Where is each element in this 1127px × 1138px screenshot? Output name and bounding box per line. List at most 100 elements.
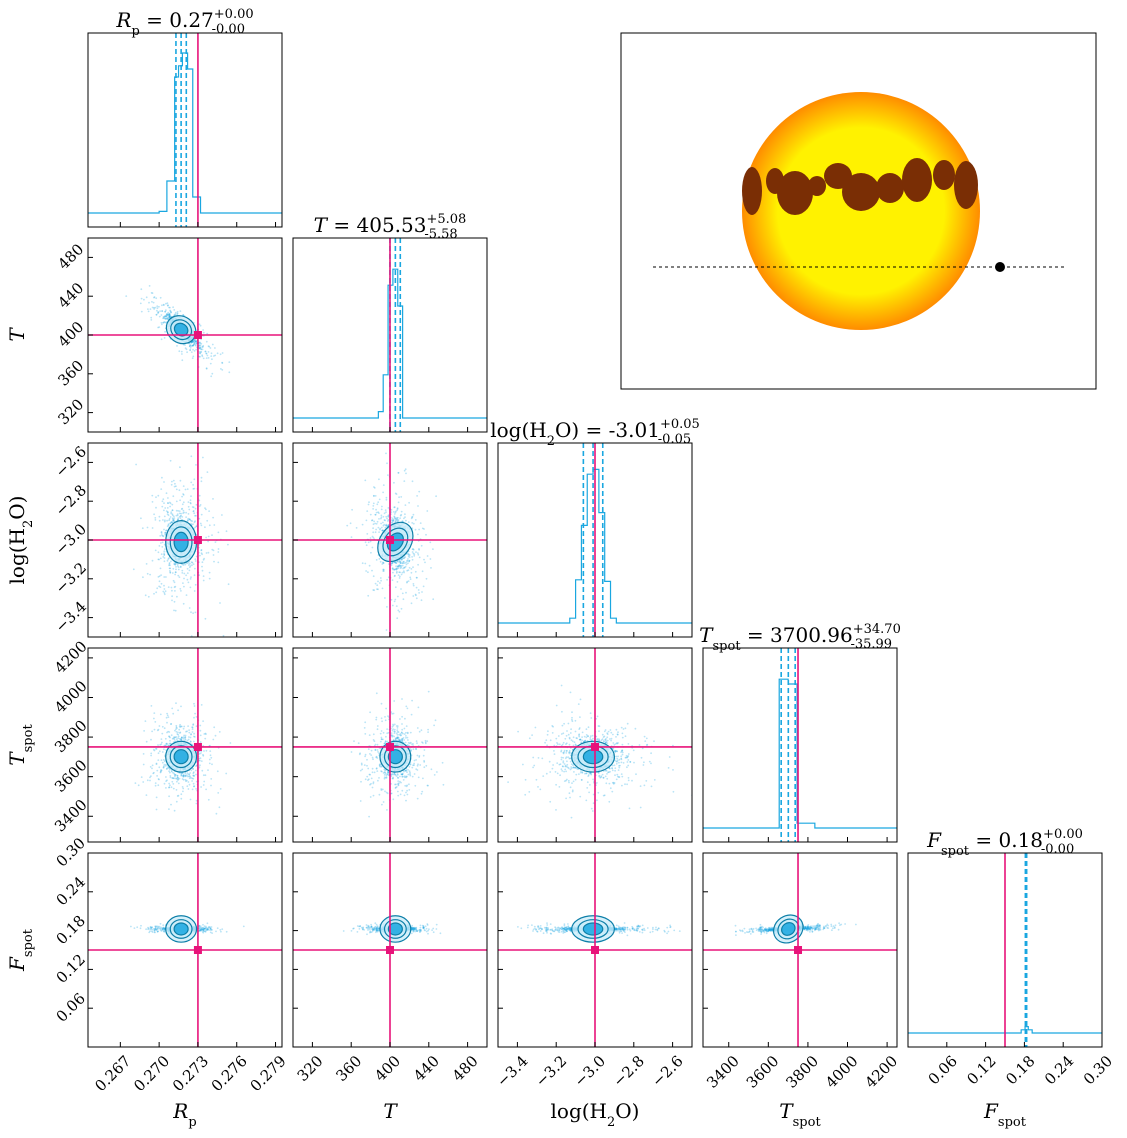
posterior-sample xyxy=(195,770,197,772)
panel-content xyxy=(88,648,282,842)
truth-marker xyxy=(194,743,202,751)
posterior-sample xyxy=(152,501,154,503)
posterior-sample xyxy=(174,775,176,777)
posterior-sample xyxy=(146,794,148,796)
posterior-sample xyxy=(427,731,429,733)
posterior-sample xyxy=(404,516,406,518)
posterior-sample xyxy=(370,541,372,543)
posterior-sample xyxy=(172,772,174,774)
posterior-sample xyxy=(170,723,172,725)
posterior-sample xyxy=(176,510,178,512)
posterior-sample xyxy=(190,611,192,613)
posterior-sample xyxy=(405,504,407,506)
posterior-sample xyxy=(400,496,402,498)
posterior-sample xyxy=(226,530,228,532)
posterior-sample xyxy=(192,356,194,358)
posterior-sample xyxy=(398,785,400,787)
posterior-sample xyxy=(168,731,170,733)
posterior-sample xyxy=(140,303,142,305)
posterior-sample xyxy=(166,722,168,724)
posterior-sample xyxy=(164,532,166,534)
posterior-sample xyxy=(403,557,405,559)
posterior-sample xyxy=(425,534,427,536)
posterior-sample xyxy=(192,731,194,733)
posterior-sample xyxy=(163,550,165,552)
posterior-sample xyxy=(383,516,385,518)
posterior-sample xyxy=(402,520,404,522)
posterior-sample xyxy=(206,357,208,359)
posterior-sample xyxy=(166,529,168,531)
posterior-sample xyxy=(169,784,171,786)
posterior-sample xyxy=(202,755,204,757)
posterior-sample xyxy=(177,575,179,577)
y-tick-label: −3.2 xyxy=(52,559,90,597)
posterior-sample xyxy=(373,575,375,577)
posterior-sample xyxy=(148,302,150,304)
posterior-sample xyxy=(169,502,171,504)
posterior-sample xyxy=(179,588,181,590)
posterior-sample xyxy=(164,557,166,559)
posterior-sample xyxy=(430,567,432,569)
posterior-sample xyxy=(179,724,181,726)
posterior-sample xyxy=(219,806,221,808)
posterior-sample xyxy=(208,510,210,512)
posterior-sample xyxy=(183,603,185,605)
posterior-sample xyxy=(179,466,181,468)
posterior-sample xyxy=(147,527,149,529)
posterior-sample xyxy=(155,785,157,787)
posterior-sample xyxy=(373,521,375,523)
posterior-sample xyxy=(382,492,384,494)
posterior-sample xyxy=(372,531,374,533)
posterior-sample xyxy=(167,507,169,509)
posterior-sample xyxy=(192,357,194,359)
posterior-sample xyxy=(168,783,170,785)
posterior-sample xyxy=(222,352,224,354)
posterior-sample xyxy=(189,607,191,609)
posterior-sample xyxy=(185,775,187,777)
posterior-sample xyxy=(203,733,205,735)
posterior-sample xyxy=(395,565,397,567)
posterior-sample xyxy=(346,525,348,527)
posterior-sample xyxy=(166,713,168,715)
posterior-sample xyxy=(378,531,380,533)
posterior-sample xyxy=(152,765,154,767)
posterior-sample xyxy=(169,568,171,570)
posterior-sample xyxy=(378,518,380,520)
scatter-panel-Tspot-vs-T xyxy=(293,648,487,842)
posterior-sample xyxy=(176,489,178,491)
posterior-sample xyxy=(385,511,387,513)
posterior-sample xyxy=(212,498,214,500)
posterior-sample xyxy=(199,766,201,768)
posterior-sample xyxy=(164,337,166,339)
posterior-sample xyxy=(376,584,378,586)
posterior-sample xyxy=(176,501,178,503)
posterior-sample xyxy=(202,457,204,459)
posterior-sample xyxy=(190,587,192,589)
posterior-sample xyxy=(190,495,192,497)
posterior-sample xyxy=(403,598,405,600)
posterior-sample xyxy=(201,549,203,551)
posterior-sample xyxy=(147,308,149,310)
posterior-sample xyxy=(153,772,155,774)
posterior-sample xyxy=(176,727,178,729)
posterior-sample xyxy=(221,369,223,371)
posterior-sample xyxy=(159,750,161,752)
posterior-sample xyxy=(404,513,406,515)
posterior-sample xyxy=(183,573,185,575)
y-tick-label: 3800 xyxy=(51,717,91,757)
posterior-sample xyxy=(175,610,177,612)
posterior-sample xyxy=(190,499,192,501)
posterior-sample xyxy=(210,778,212,780)
posterior-sample xyxy=(179,738,181,740)
posterior-sample xyxy=(397,727,399,729)
y-tick-label: −3.0 xyxy=(52,520,90,558)
posterior-sample xyxy=(213,726,215,728)
posterior-sample xyxy=(196,803,198,805)
posterior-sample xyxy=(376,638,378,640)
posterior-sample xyxy=(368,501,370,503)
posterior-sample xyxy=(381,717,383,719)
posterior-sample xyxy=(154,729,156,731)
contour-level-3 xyxy=(174,750,188,764)
posterior-sample xyxy=(409,577,411,579)
